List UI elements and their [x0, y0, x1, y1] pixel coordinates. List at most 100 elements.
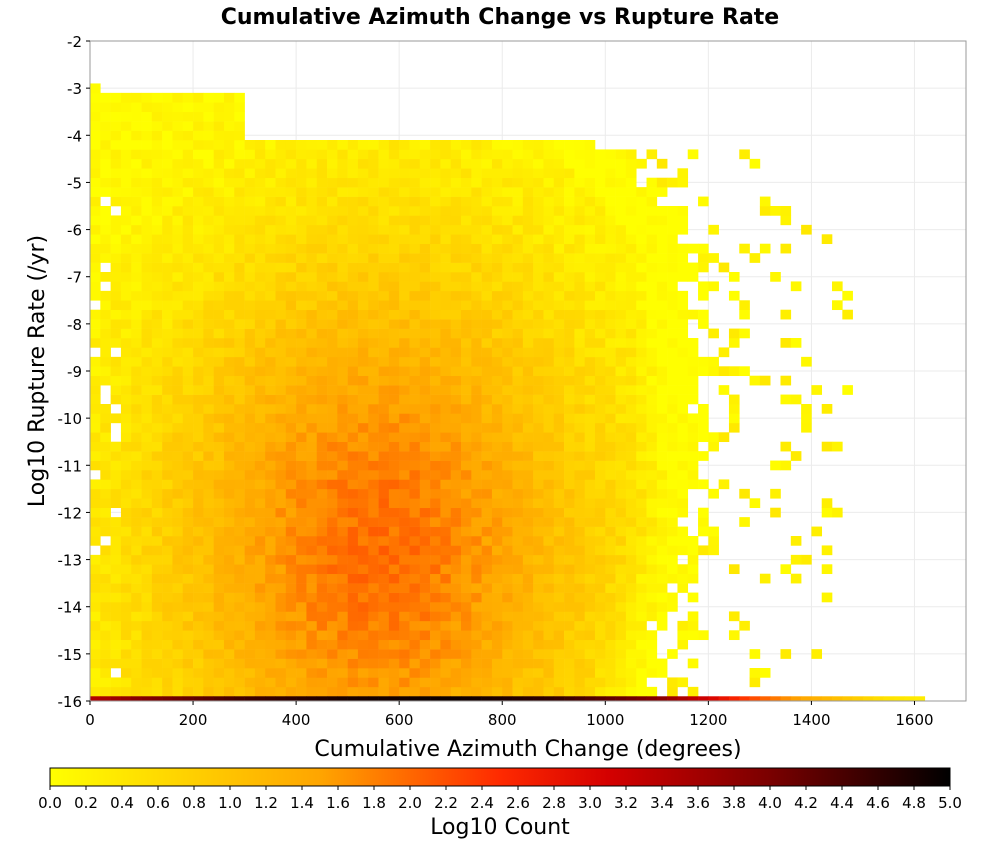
heatmap-cell: [378, 639, 390, 650]
heatmap-cell: [213, 140, 225, 150]
heatmap-cell: [254, 356, 266, 367]
heatmap-cell: [296, 470, 307, 480]
heatmap-cell: [223, 215, 235, 226]
heatmap-cell: [564, 432, 575, 443]
heatmap-cell: [481, 611, 493, 622]
heatmap-cell: [368, 564, 379, 575]
heatmap-cell: [327, 422, 338, 433]
heatmap-cell: [646, 206, 658, 216]
heatmap-cell: [450, 404, 462, 414]
heatmap-cell: [327, 451, 338, 461]
heatmap-cell: [698, 479, 709, 490]
heatmap-cell: [553, 668, 565, 678]
heatmap-cell: [512, 206, 524, 216]
heatmap-cell: [100, 319, 111, 329]
heatmap-cell: [584, 488, 596, 499]
heatmap-cell: [316, 177, 328, 188]
heatmap-cell: [193, 404, 204, 414]
heatmap-cell: [430, 168, 441, 179]
heatmap-cell: [491, 639, 503, 650]
heatmap-cell: [388, 611, 400, 622]
heatmap-cell: [234, 290, 245, 301]
heatmap-cell: [296, 432, 307, 443]
heatmap-cell: [172, 206, 184, 216]
heatmap-cell: [491, 677, 503, 688]
heatmap-cell: [162, 460, 173, 471]
heatmap-cell: [172, 451, 184, 461]
heatmap-cell: [543, 583, 555, 593]
heatmap-cell: [553, 451, 565, 461]
heatmap-cell: [306, 385, 318, 395]
heatmap-cell: [522, 564, 534, 575]
heatmap-cell: [141, 130, 153, 141]
heatmap-cell: [182, 328, 194, 339]
heatmap-cell: [203, 470, 214, 480]
heatmap-cell: [347, 366, 359, 377]
colorbar-tick-label: 4.2: [794, 794, 818, 812]
heatmap-cell: [615, 272, 627, 282]
heatmap-cell: [357, 234, 369, 245]
heatmap-cell: [100, 479, 111, 490]
heatmap-cell-bottom-row: [564, 696, 575, 701]
heatmap-cell: [327, 554, 338, 565]
heatmap-cell: [615, 328, 627, 339]
heatmap-cell: [656, 620, 668, 631]
heatmap-cell: [605, 404, 616, 414]
heatmap-cell: [605, 668, 616, 678]
heatmap-cell: [419, 177, 431, 188]
heatmap-cell: [193, 356, 204, 367]
heatmap-cell: [120, 262, 132, 273]
heatmap-cell: [533, 215, 544, 226]
heatmap-cell: [347, 328, 359, 339]
heatmap-cell: [656, 347, 668, 358]
heatmap-cell: [594, 620, 606, 631]
heatmap-cell: [368, 470, 379, 480]
heatmap-cell: [306, 573, 318, 584]
heatmap-cell: [667, 281, 678, 292]
heatmap-cell: [646, 432, 658, 443]
heatmap-cell: [285, 668, 297, 678]
heatmap-cell: [151, 630, 163, 641]
heatmap-cell: [399, 319, 410, 329]
heatmap-cell-bottom-row: [749, 696, 761, 701]
heatmap-cell: [141, 111, 153, 122]
heatmap-cell: [244, 460, 256, 471]
heatmap-cell: [110, 224, 122, 235]
heatmap-cell: [440, 479, 452, 490]
heatmap-cell: [131, 187, 142, 197]
heatmap-cell: [213, 92, 225, 103]
heatmap-cell: [574, 328, 585, 339]
heatmap-cell: [461, 196, 472, 207]
heatmap-cell: [491, 413, 503, 424]
heatmap-cell: [667, 300, 678, 311]
heatmap-cell: [223, 564, 235, 575]
heatmap-cell: [491, 432, 503, 443]
heatmap-cell: [667, 470, 678, 480]
heatmap-cell: [131, 272, 142, 282]
heatmap-cell: [636, 498, 647, 509]
heatmap-cell: [543, 441, 555, 452]
heatmap-cell: [141, 573, 153, 584]
heatmap-cell: [182, 224, 194, 235]
heatmap-cell: [461, 187, 472, 197]
heatmap-cell: [491, 215, 503, 226]
heatmap-cell: [347, 309, 359, 320]
heatmap-cell: [193, 526, 204, 537]
heatmap-cell: [584, 394, 596, 405]
heatmap-cell: [378, 451, 390, 461]
heatmap-cell: [172, 338, 184, 348]
heatmap-cell: [759, 196, 771, 207]
heatmap-cell: [368, 309, 379, 320]
heatmap-cell: [646, 470, 658, 480]
heatmap-cell: [780, 309, 792, 320]
heatmap-cell: [564, 375, 575, 386]
heatmap-cell: [584, 479, 596, 490]
heatmap-cell: [265, 441, 276, 452]
heatmap-cell: [306, 356, 318, 367]
heatmap-cell: [502, 187, 513, 197]
heatmap-cell: [605, 422, 616, 433]
heatmap-cell: [615, 224, 627, 235]
heatmap-cell: [491, 441, 503, 452]
heatmap-cell: [491, 206, 503, 216]
heatmap-cell: [646, 536, 658, 546]
